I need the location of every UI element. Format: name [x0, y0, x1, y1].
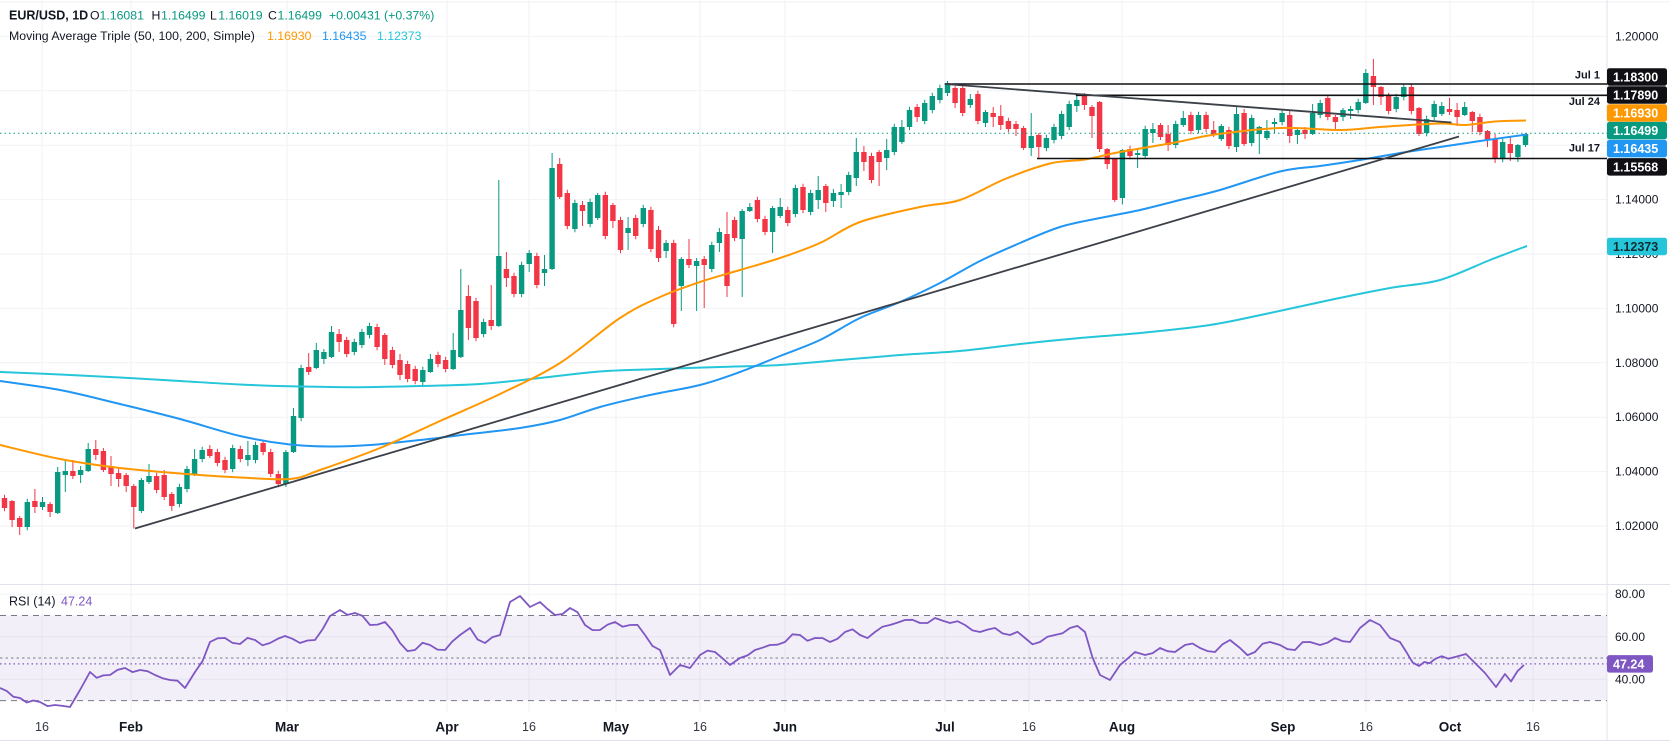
- svg-text:1.12373: 1.12373: [1613, 240, 1658, 254]
- svg-text:May: May: [603, 720, 630, 735]
- svg-text:Sep: Sep: [1271, 720, 1296, 735]
- svg-text:1.14000: 1.14000: [1615, 193, 1659, 207]
- svg-text:1.16930: 1.16930: [267, 29, 312, 43]
- svg-text:1.12373: 1.12373: [377, 29, 422, 43]
- svg-text:40.00: 40.00: [1615, 672, 1645, 686]
- svg-text:16: 16: [1359, 720, 1373, 734]
- svg-text:H: H: [152, 8, 161, 22]
- svg-text:Apr: Apr: [435, 720, 459, 735]
- svg-text:1.16435: 1.16435: [1613, 142, 1658, 156]
- svg-text:60.00: 60.00: [1615, 630, 1645, 644]
- svg-text:Jul: Jul: [935, 720, 955, 735]
- svg-text:47.24: 47.24: [1613, 657, 1644, 671]
- svg-text:1.16435: 1.16435: [322, 29, 367, 43]
- svg-text:Jun: Jun: [773, 720, 797, 735]
- svg-text:1.18300: 1.18300: [1613, 71, 1658, 85]
- svg-text:1.20000: 1.20000: [1615, 29, 1659, 43]
- svg-text:1.17890: 1.17890: [1613, 89, 1658, 103]
- svg-text:1.16499: 1.16499: [1613, 124, 1658, 138]
- svg-text:EUR/USD, 1D: EUR/USD, 1D: [9, 8, 88, 22]
- svg-text:Jul 24: Jul 24: [1569, 96, 1601, 108]
- svg-text:1.02000: 1.02000: [1615, 519, 1659, 533]
- svg-text:1.04000: 1.04000: [1615, 465, 1659, 479]
- svg-text:1.10000: 1.10000: [1615, 301, 1659, 315]
- svg-text:Aug: Aug: [1109, 720, 1135, 735]
- svg-text:+0.00431 (+0.37%): +0.00431 (+0.37%): [329, 8, 434, 22]
- svg-text:RSI (14): RSI (14): [9, 595, 56, 609]
- svg-text:Oct: Oct: [1439, 720, 1462, 735]
- svg-text:1.16019: 1.16019: [218, 8, 263, 22]
- svg-text:1.15568: 1.15568: [1613, 160, 1658, 174]
- svg-text:80.00: 80.00: [1615, 587, 1645, 601]
- svg-text:47.24: 47.24: [61, 595, 92, 609]
- svg-text:16: 16: [1526, 720, 1540, 734]
- svg-text:1.16499: 1.16499: [161, 8, 206, 22]
- svg-text:1.16081: 1.16081: [100, 8, 145, 22]
- svg-text:1.16499: 1.16499: [278, 8, 323, 22]
- svg-text:Moving Average Triple (50, 100: Moving Average Triple (50, 100, 200, Sim…: [9, 29, 255, 43]
- svg-text:16: 16: [1022, 720, 1036, 734]
- svg-text:Jul 1: Jul 1: [1575, 70, 1600, 82]
- svg-text:Feb: Feb: [119, 720, 143, 735]
- svg-text:C: C: [268, 8, 277, 22]
- svg-text:16: 16: [522, 720, 536, 734]
- svg-text:1.06000: 1.06000: [1615, 410, 1659, 424]
- svg-text:Jul 17: Jul 17: [1569, 143, 1600, 155]
- svg-text:1.08000: 1.08000: [1615, 356, 1659, 370]
- svg-text:16: 16: [35, 720, 49, 734]
- svg-text:Mar: Mar: [275, 720, 300, 735]
- svg-text:L: L: [210, 8, 217, 22]
- svg-text:16: 16: [693, 720, 707, 734]
- svg-text:O: O: [90, 8, 100, 22]
- svg-text:1.16930: 1.16930: [1613, 107, 1658, 121]
